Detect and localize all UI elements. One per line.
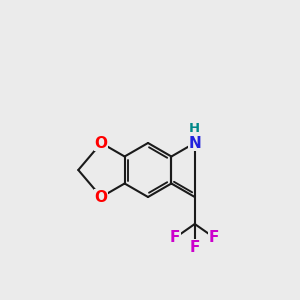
- Text: F: F: [190, 240, 200, 255]
- Text: N: N: [188, 136, 201, 151]
- Text: O: O: [95, 136, 108, 151]
- Text: F: F: [170, 230, 181, 245]
- Text: H: H: [189, 122, 200, 135]
- Text: O: O: [95, 190, 108, 205]
- Text: F: F: [209, 230, 219, 245]
